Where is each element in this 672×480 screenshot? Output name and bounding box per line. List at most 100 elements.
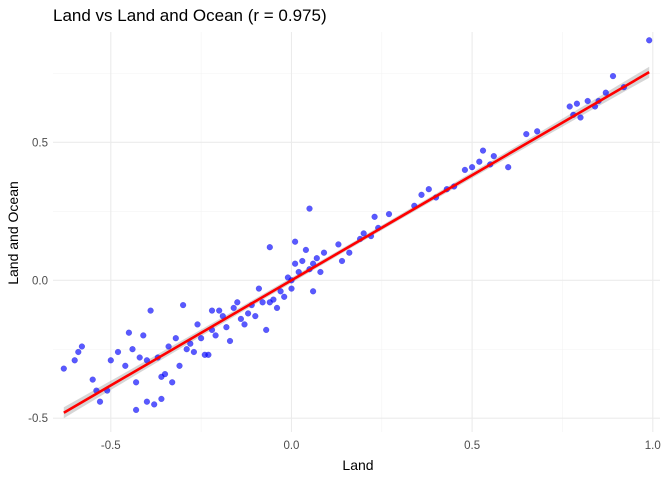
data-point [172,335,179,342]
data-point [190,348,198,356]
x-tick-labels: -0.5 0.0 0.5 1.0 [101,440,661,452]
data-point [292,238,299,245]
data-point [469,164,476,171]
data-point [234,299,241,306]
data-point [198,335,205,342]
data-point [479,147,487,154]
data-point [299,257,306,265]
data-point [266,244,273,251]
data-point [237,315,245,323]
data-point [288,285,295,292]
data-point [147,307,154,314]
data-point [107,357,114,364]
data-point [223,324,230,331]
data-point [534,128,541,135]
data-point [346,249,353,256]
data-point [96,398,104,405]
data-point [241,321,248,328]
x-tick-label: 0.5 [464,440,480,452]
y-tick-label: 0.0 [32,275,48,287]
data-point [320,249,328,256]
data-point [306,205,313,212]
y-tick-labels: -0.5 0.0 0.5 [28,137,48,425]
data-point [255,285,263,292]
data-point [461,166,469,174]
fit-line-layer [63,71,650,414]
data-point [523,131,530,138]
data-point [114,348,122,356]
data-point [505,164,512,171]
data-point [161,371,169,378]
data-point [125,329,132,336]
data-point [270,296,277,303]
data-point [338,257,346,265]
grid [53,32,660,432]
data-point [194,321,201,328]
data-point [129,346,136,353]
y-tick-label: 0.5 [32,137,48,149]
data-point [335,241,342,248]
data-point [602,89,609,96]
data-point [212,332,219,339]
data-point [584,97,591,105]
y-axis-title: Land and Ocean [5,181,21,285]
data-point [646,37,653,44]
x-tick-label: 1.0 [645,440,661,452]
data-point [317,268,324,276]
data-point [78,343,86,350]
data-point [75,348,82,356]
data-point [252,313,259,320]
x-axis-title: Land [342,457,373,473]
data-point [418,191,425,198]
data-point [310,288,317,295]
data-point [609,72,617,80]
regression-line [63,71,650,414]
data-point [158,395,165,403]
data-point [273,304,281,312]
data-point [169,379,176,386]
data-point [187,340,194,347]
data-point [60,365,67,372]
data-point [360,230,367,237]
data-point [216,307,223,314]
data-point [208,307,216,314]
data-point [371,213,378,220]
data-point [165,343,172,350]
data-point [230,304,237,312]
data-point [277,288,284,295]
data-point [122,362,129,369]
data-point [140,332,147,339]
data-point [183,346,190,353]
data-point [136,354,143,361]
data-point [205,351,212,358]
data-point [143,398,151,405]
data-point [226,337,234,345]
data-point [292,260,299,267]
data-point [259,299,266,306]
data-point [476,158,483,165]
data-point [151,401,158,408]
data-point [133,406,140,414]
data-point [281,293,288,300]
data-point [71,357,78,364]
data-point [425,186,432,193]
x-tick-label: -0.5 [101,440,121,452]
data-point [176,362,183,369]
data-point [566,103,573,110]
x-tick-label: 0.0 [283,440,299,452]
data-point [577,114,584,121]
data-point [385,211,393,218]
data-point [313,255,320,262]
data-point [573,100,581,107]
data-point [133,379,140,386]
data-point [89,376,96,383]
data-point [180,302,187,309]
chart-title: Land vs Land and Ocean (r = 0.975) [53,6,327,25]
data-point [245,310,252,317]
data-point [263,326,270,334]
data-point [490,153,497,160]
data-point [302,246,310,254]
y-tick-label: -0.5 [28,413,48,425]
points-layer [60,37,653,414]
